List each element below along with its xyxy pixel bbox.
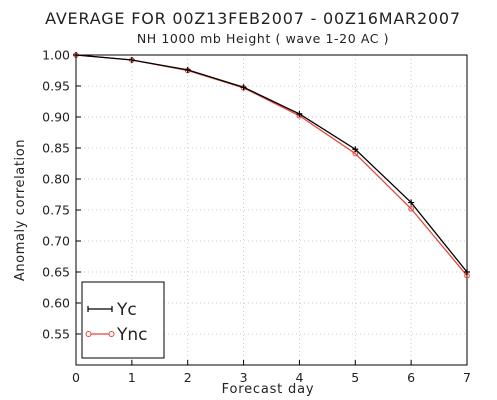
y-axis-ticks: 1.00 0.95 0.90 0.85 0.80 0.75 0.70 0.65 0.60 0.55	[42, 48, 81, 342]
y-axis-label: Anomaly correlation	[13, 139, 28, 281]
series-layer	[73, 52, 470, 279]
series-point-ync	[408, 205, 414, 212]
y-tick-label: 0.80	[42, 172, 70, 187]
legend-marker	[87, 306, 113, 312]
series-point-yc	[352, 146, 359, 153]
x-tick-label: 2	[184, 370, 192, 385]
x-tick-label: 0	[72, 370, 80, 385]
series-line-yc	[75, 54, 468, 273]
x-tick-label: 3	[240, 370, 248, 385]
y-tick-label: 0.85	[42, 141, 70, 156]
y-tick-label: 0.70	[42, 234, 70, 249]
chart-subtitle: NH 1000 mb Height ( wave 1-20 AC )	[137, 31, 389, 46]
y-tick-label: 0.65	[42, 265, 70, 280]
x-axis-label: Forecast day	[222, 382, 315, 397]
legend: Yc Ync	[81, 281, 165, 359]
series-point-yc	[128, 56, 135, 63]
series-point-yc	[408, 199, 415, 206]
y-tick-label: 1.00	[42, 48, 70, 63]
x-tick-label: 4	[295, 370, 303, 385]
series-point-yc	[184, 66, 191, 73]
x-axis-ticks: 0 1 2 3 4 5 6 7	[72, 360, 471, 385]
legend-items: Yc Ync	[85, 300, 148, 345]
x-tick-label: 7	[463, 370, 471, 385]
y-tick-label: 0.60	[42, 296, 70, 311]
legend-label-ync: Ync	[116, 325, 148, 345]
y-tick-label: 0.95	[42, 79, 70, 94]
x-tick-label: 6	[407, 370, 415, 385]
series-point-yc	[296, 110, 303, 117]
y-tick-label: 0.55	[42, 327, 70, 342]
y-tick-label: 0.75	[42, 203, 70, 218]
series-point-yc	[240, 84, 247, 91]
legend-label-yc: Yc	[116, 300, 137, 320]
legend-marker	[108, 331, 115, 337]
x-tick-label: 5	[351, 370, 359, 385]
series-point-yc	[464, 269, 470, 275]
legend-box	[81, 281, 165, 359]
y-tick-label: 0.90	[42, 110, 70, 125]
legend-marker	[85, 331, 92, 337]
series-point-yc	[73, 52, 79, 58]
chart-title: AVERAGE FOR 00Z13FEB2007 - 00Z16MAR2007	[45, 9, 461, 28]
series-line-ync	[75, 54, 468, 277]
x-tick-label: 1	[128, 370, 136, 385]
